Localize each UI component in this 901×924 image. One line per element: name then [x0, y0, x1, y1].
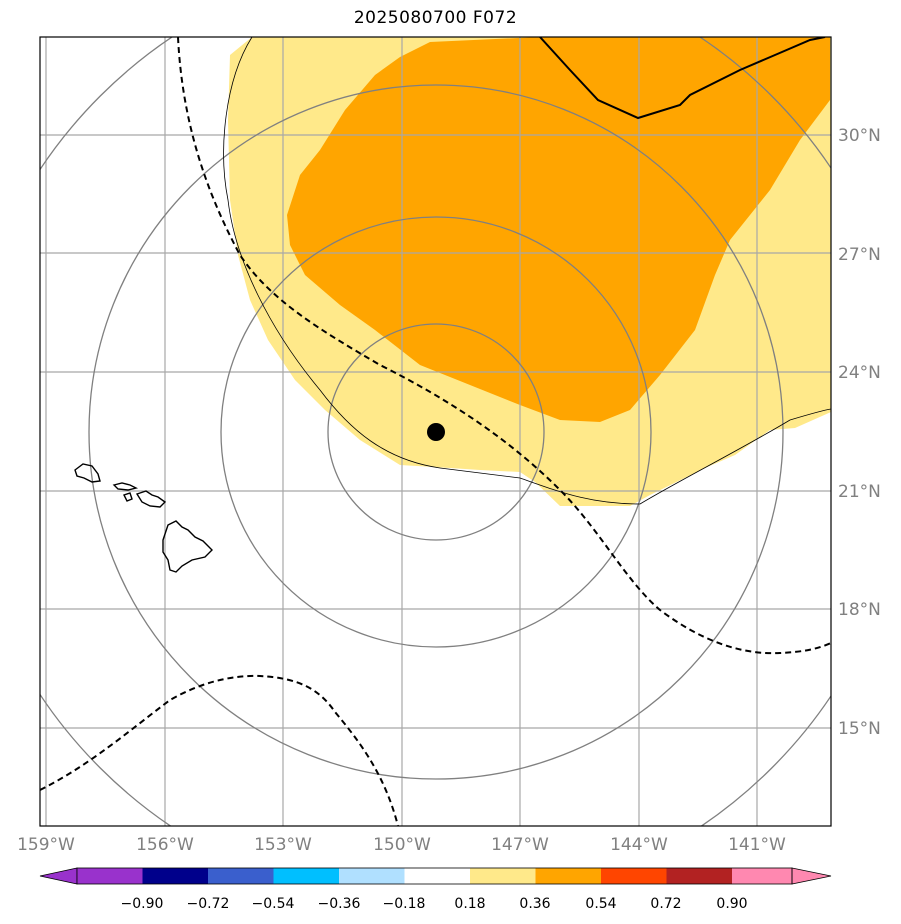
solid-contour	[539, 37, 826, 120]
colorbar-bin-1	[142, 868, 208, 884]
lon-label-147W: 147°W	[491, 835, 549, 855]
dashed-contour-south	[40, 674, 399, 826]
map-frame	[39, 36, 832, 827]
lat-label-21N: 21°N	[838, 482, 881, 502]
colorbar-bin-5	[404, 868, 470, 884]
lat-label-18N: 18°N	[838, 600, 881, 620]
storm-center-marker	[427, 423, 445, 441]
lat-axis: 30°N 27°N 24°N 21°N 18°N 15°N	[838, 126, 881, 739]
range-ring-1	[327, 323, 545, 541]
colorbar-tick-3: −0.36	[318, 896, 361, 912]
colorbar-tick-6: 0.36	[519, 896, 550, 912]
lon-label-156W: 156°W	[136, 835, 194, 855]
colorbar-tick-2: −0.54	[252, 896, 295, 912]
colorbar-extend-low	[39, 867, 78, 885]
lat-label-27N: 27°N	[838, 245, 881, 265]
lat-label-30N: 30°N	[838, 126, 881, 146]
lon-label-159W: 159°W	[17, 835, 75, 855]
colorbar-bin-2	[208, 868, 274, 884]
colorbar: −0.90 −0.72 −0.54 −0.36 −0.18 0.18 0.36 …	[39, 867, 832, 912]
map-title: 2025080700 F072	[353, 8, 518, 28]
island-oahu	[112, 482, 139, 491]
lon-label-144W: 144°W	[610, 835, 668, 855]
lon-axis: 159°W 156°W 153°W 150°W 147°W 144°W 141°…	[17, 835, 786, 855]
colorbar-bin-4	[339, 868, 405, 884]
colorbar-tick-9: 0.90	[716, 896, 747, 912]
gridlines	[40, 37, 831, 826]
lon-label-141W: 141°W	[728, 835, 786, 855]
island-kauai	[74, 463, 101, 483]
island-maui	[135, 490, 167, 508]
dashed-contours	[40, 37, 831, 826]
colorbar-tick-4: −0.18	[383, 896, 426, 912]
thin-contour	[223, 37, 831, 505]
anomaly-fill-0.36	[287, 37, 830, 422]
range-ring-2	[220, 216, 652, 648]
lat-label-24N: 24°N	[838, 363, 881, 383]
colorbar-bin-10	[732, 868, 792, 884]
colorbar-bin-8	[601, 868, 667, 884]
colorbar-bin-9	[666, 868, 732, 884]
hawaii-coastline	[74, 463, 213, 573]
colorbar-bin-0	[77, 868, 143, 884]
colorbar-bin-7	[535, 868, 601, 884]
colorbar-tick-7: 0.54	[585, 896, 616, 912]
anomaly-fill	[228, 37, 831, 506]
island-molokai	[123, 492, 133, 502]
lon-label-150W: 150°W	[373, 835, 431, 855]
colorbar-tick-1: −0.72	[187, 896, 230, 912]
colorbar-tick-8: 0.72	[650, 896, 681, 912]
colorbar-tick-0: −0.90	[121, 896, 164, 912]
colorbar-tick-5: 0.18	[454, 896, 485, 912]
lat-label-15N: 15°N	[838, 719, 881, 739]
colorbar-extend-high	[791, 867, 832, 885]
colorbar-bin-3	[273, 868, 339, 884]
range-ring-3	[88, 84, 784, 780]
dashed-contour-north	[177, 37, 831, 655]
colorbar-bin-6	[470, 868, 536, 884]
island-big-island	[162, 520, 213, 573]
lon-label-153W: 153°W	[254, 835, 312, 855]
